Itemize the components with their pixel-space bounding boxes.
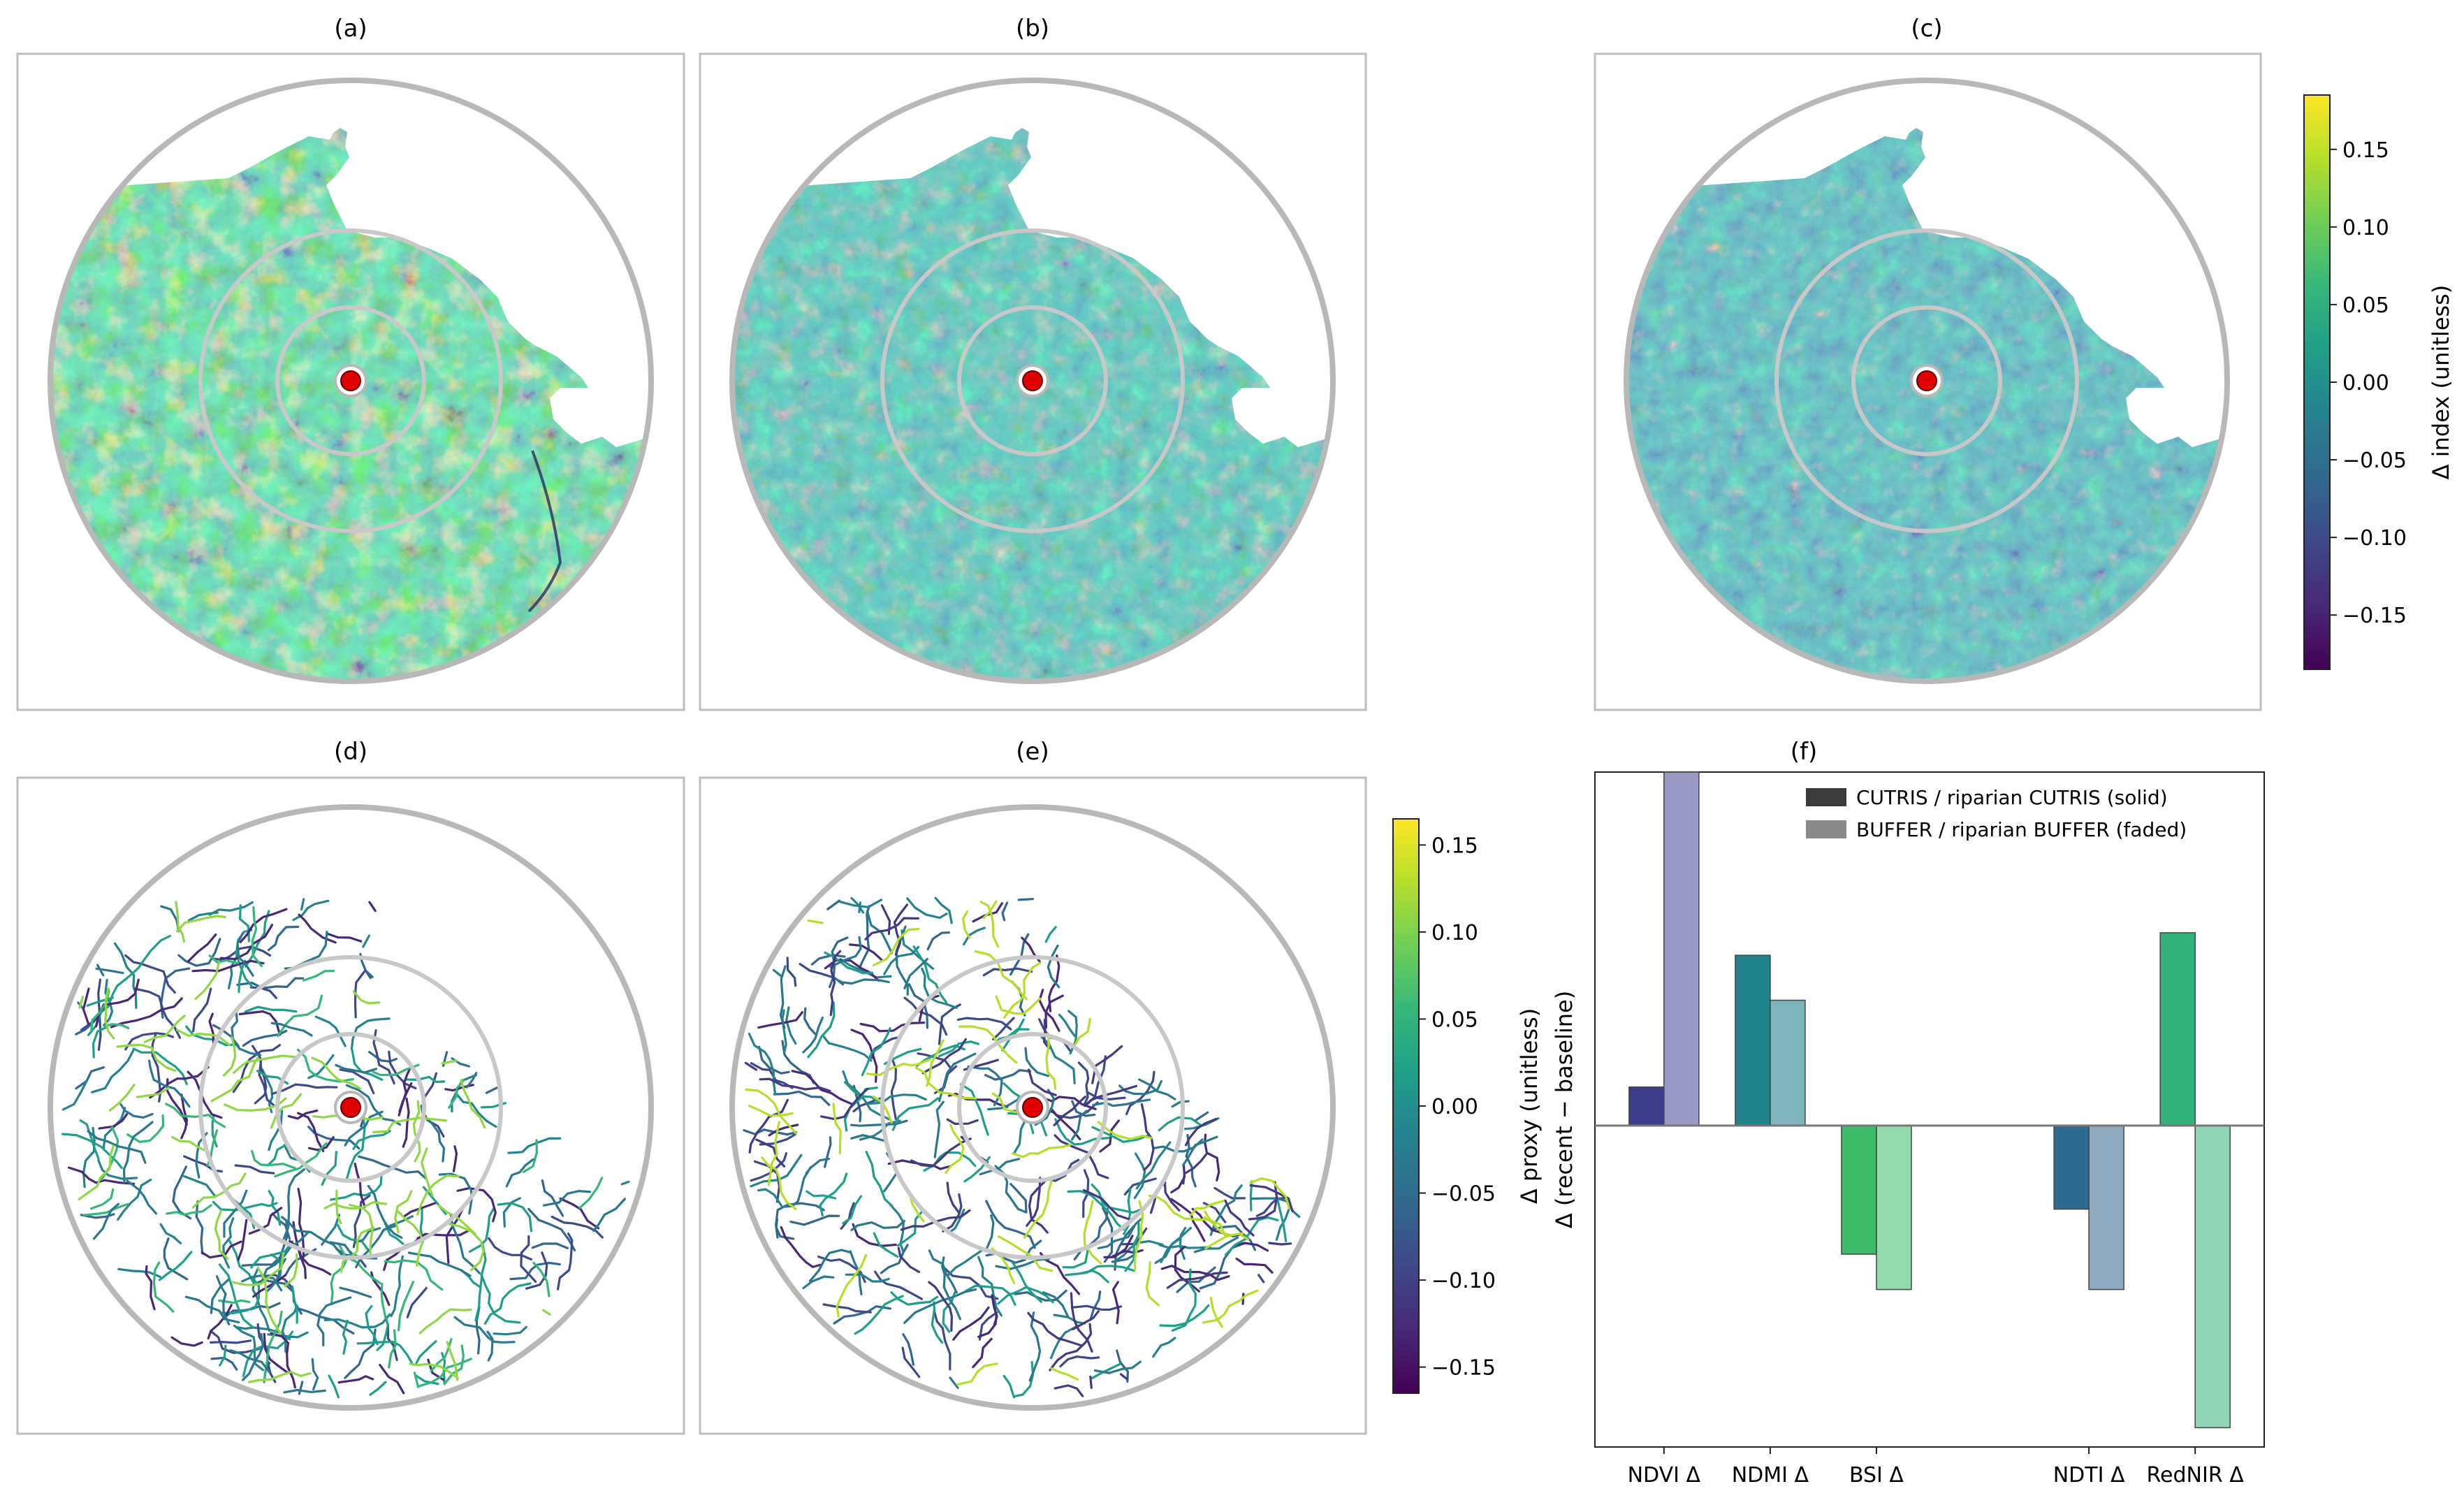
- bar-faded: [2194, 1125, 2231, 1429]
- colorbar-index-tick-label: −0.15: [2342, 604, 2407, 628]
- legend-swatch: [1806, 788, 1846, 806]
- inner-ring: [957, 1032, 1108, 1183]
- legend: CUTRIS / riparian CUTRIS (solid) BUFFER /…: [1806, 786, 2187, 841]
- bar-solid: [2053, 1125, 2090, 1210]
- x-tick-label: NDMI Δ: [1732, 1463, 1809, 1488]
- stream-network: [61, 904, 533, 1399]
- map-panel-c: (c): [1594, 15, 2262, 711]
- middle-ring: [880, 955, 1185, 1260]
- bar-faded: [1876, 1125, 1912, 1290]
- colorbar-proxy-label: Δ proxy (unitless): [1516, 1008, 1543, 1204]
- colorbar-index-tick-label: 0.10: [2342, 216, 2389, 240]
- stream-network: [87, 905, 626, 1394]
- inner-ring: [957, 305, 1108, 456]
- colorbar-proxy-tick-label: −0.05: [1431, 1182, 1496, 1207]
- legend-entry: CUTRIS / riparian CUTRIS (solid): [1856, 786, 2168, 809]
- map-panel-a: (a): [16, 15, 685, 711]
- x-tick-label: RedNIR Δ: [2147, 1463, 2245, 1488]
- middle-ring: [1774, 228, 2079, 533]
- colorbar-index-tick-label: 0.05: [2342, 293, 2389, 318]
- outer-ring: [729, 78, 1336, 684]
- panel-label-f: (f): [1791, 738, 1818, 766]
- colorbar-index-tick-label: 0.00: [2342, 371, 2389, 395]
- outer-ring: [48, 78, 654, 684]
- site-marker: [1916, 370, 1937, 391]
- bar-solid: [1841, 1125, 1877, 1255]
- colorbar-proxy-tick-label: −0.10: [1431, 1269, 1496, 1293]
- legend-swatch: [1806, 820, 1846, 838]
- stream-network: [745, 900, 1290, 1386]
- bar-solid: [2159, 932, 2196, 1126]
- colorbar-index: 0.15 0.10 0.05 0.00 −0.05 −0.10 −0.15 Δ index …: [2303, 94, 2454, 670]
- bar-solid: [1628, 1086, 1665, 1126]
- outer-ring: [1624, 78, 2230, 684]
- bar-faded: [1663, 771, 1700, 1126]
- map-panel-b: (b): [699, 15, 1367, 711]
- plot-area: [1594, 771, 2265, 1448]
- site-marker: [1022, 370, 1043, 391]
- inner-ring: [275, 305, 426, 456]
- y-axis-label: Δ (recent − baseline): [1551, 991, 1577, 1228]
- stream-network: [748, 896, 1291, 1360]
- panel-label-c: (c): [1911, 15, 1942, 43]
- panel-label-e: (e): [1016, 738, 1049, 766]
- colorbar-index-tick-label: 0.15: [2342, 138, 2389, 163]
- legend-entry: BUFFER / riparian BUFFER (faded): [1856, 818, 2187, 841]
- outer-ring: [48, 804, 654, 1411]
- x-tick-label: NDTI Δ: [2053, 1463, 2125, 1488]
- colorbar-proxy-tick-label: 0.05: [1431, 1008, 1478, 1032]
- site-marker: [1022, 1097, 1043, 1118]
- inner-ring: [1851, 305, 2002, 456]
- colorbar-proxy: 0.15 0.10 0.05 0.00 −0.05 −0.10 −0.15 Δ proxy …: [1392, 818, 1543, 1394]
- site-marker: [340, 370, 361, 391]
- middle-ring: [198, 955, 503, 1260]
- stream-network: [744, 903, 1294, 1397]
- stream-network: [82, 906, 604, 1388]
- bar-chart-panel-f: (f) Δ (recent − baseline) NDVI Δ NDMI Δ BS…: [1551, 738, 2265, 1488]
- stream-network: [61, 898, 630, 1372]
- inner-ring: [275, 1032, 426, 1183]
- outer-ring: [729, 804, 1336, 1411]
- colorbar-proxy-tick-label: 0.10: [1431, 921, 1478, 945]
- colorbar-proxy-tick-label: 0.00: [1431, 1095, 1478, 1119]
- x-tick-label: NDVI Δ: [1628, 1463, 1701, 1488]
- bar-solid: [1735, 954, 1771, 1126]
- middle-ring: [880, 228, 1185, 533]
- site-marker: [340, 1097, 361, 1118]
- x-tick-label: BSI Δ: [1849, 1463, 1904, 1488]
- colorbar-index-label: Δ index (unitless): [2428, 285, 2454, 480]
- bar-faded: [1770, 999, 1806, 1126]
- colorbar-proxy-tick-label: −0.15: [1431, 1356, 1496, 1381]
- network-panel-d: (d): [16, 738, 685, 1435]
- network-panel-e: (e): [699, 738, 1367, 1435]
- panel-label-a: (a): [334, 15, 367, 43]
- colorbar-index-tick-label: −0.10: [2342, 526, 2407, 551]
- colorbar-proxy-tick-label: 0.15: [1431, 834, 1478, 858]
- middle-ring: [198, 228, 503, 533]
- colorbar-index-tick-label: −0.05: [2342, 449, 2407, 473]
- panel-label-b: (b): [1016, 15, 1049, 43]
- panel-label-d: (d): [334, 738, 367, 766]
- bar-faded: [2088, 1125, 2124, 1290]
